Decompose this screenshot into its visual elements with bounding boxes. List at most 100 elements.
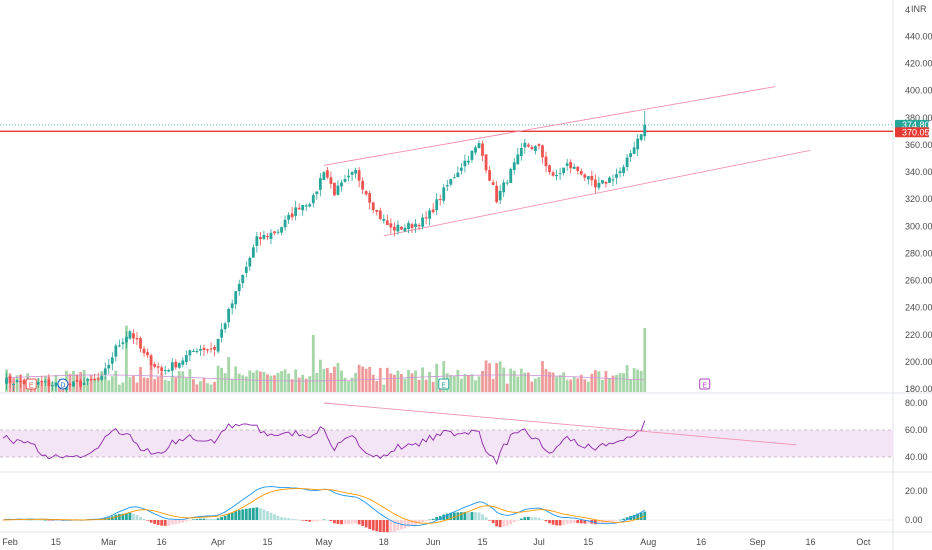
time-tick-label: Jun [426,537,441,547]
volume-bar [484,360,488,392]
earnings-event-icon [699,378,711,390]
volume-bar [146,378,149,392]
candle-body [565,163,569,166]
candle-body [442,187,446,201]
candle-body [273,231,276,234]
candle-body [234,291,238,305]
volume-bar [125,325,128,392]
volume-bar [537,377,541,392]
macd-histogram-bar [555,520,558,526]
candle-body [258,237,262,240]
candle-body [410,224,414,229]
macd-histogram-bar [459,512,463,520]
macd-histogram-bar [255,507,259,520]
volume-bar [132,375,135,392]
candle-body [132,333,135,339]
volume-bar [375,381,379,392]
macd-histogram-bar [636,513,640,520]
earnings-event-icon [25,378,37,390]
price-axis[interactable]: 4 INR 440.00 420.00 400.00 380.00 360.00 340.… [905,4,932,394]
macd-histogram-bar [452,512,456,520]
macd-histogram-bar [22,519,26,521]
volume-bar [470,374,474,392]
volume-bar [428,371,432,392]
macd-histogram-bar [266,511,269,520]
macd-histogram-bar [445,513,449,520]
volume-bar [199,381,202,392]
macd-histogram-bar [632,514,636,520]
volume-bar [297,377,301,392]
volume-bar [618,373,622,392]
volume-bar [516,376,520,392]
candle-body [199,349,202,351]
volume-bar [555,376,558,392]
volume-bar [601,379,604,392]
macd-histogram-bar [572,520,576,524]
macd-histogram-bar [470,512,474,520]
volume-bar [301,374,305,392]
macd-histogram-bar [385,520,389,533]
macd-histogram-bar [407,520,410,527]
macd-histogram-bar [562,520,566,525]
candle-body [301,205,305,211]
macd-histogram-bar [428,519,432,521]
candle-body [93,378,97,380]
macd-histogram-bar [618,519,622,521]
candle-body [523,142,527,148]
candle-body [315,191,319,195]
event-marker-label: E [29,383,34,390]
macd-histogram-bar [375,520,379,532]
macd-histogram-bar [544,520,548,522]
macd-histogram-bar [209,518,213,520]
macd-histogram-bar [121,513,125,520]
volume-bar [315,372,319,392]
macd-histogram-bar [202,518,206,520]
volume-bar [371,374,375,392]
time-tick-label: Mar [101,537,117,547]
volume-bar [139,367,142,392]
macd-histogram-bar [449,512,453,520]
macd-histogram-bar [177,520,181,524]
candle-body [82,382,86,385]
volume-bar [156,376,160,392]
macd-histogram-bar [26,519,30,521]
candle-body [170,362,174,371]
candle-body [36,382,40,385]
macd-histogram-bar [223,515,227,520]
price-tick-label: 320.00 [905,194,932,204]
volume-bar [400,373,403,392]
candle-body [311,195,315,204]
macd-histogram-bar [576,520,580,524]
candle-body [438,199,442,201]
candle-body [534,146,537,151]
time-axis[interactable]: Feb 15 Mar 16 Apr 15 May 18 Jun 15 Jul 15 Aug 16 Sep 16… [2,537,871,547]
macd-indicator [0,486,893,533]
candle-body [593,179,597,188]
candle-body [407,223,410,229]
candle-body [583,174,587,178]
candle-body [248,257,252,267]
volume-bar [241,375,245,392]
volume-bar [509,368,513,392]
volume-bar [128,377,132,392]
macd-histogram-bar [601,520,604,524]
volume-bar [153,379,157,392]
volume-bar [181,371,185,392]
macd-histogram-bar [262,509,266,520]
volume-bar [202,377,206,392]
volume-bar [269,375,273,392]
candle-body [304,205,308,207]
candle-body [463,160,467,167]
candle-body [280,227,283,233]
candle-body [572,166,576,169]
volume-bar [248,370,252,392]
macd-histogram-bar [329,520,333,522]
price-tick-label: 300.00 [905,221,932,231]
macd-histogram-bar [244,508,248,520]
volume-bar [378,367,382,392]
macd-histogram-bar [593,520,597,525]
candle-body [530,147,534,150]
candle-body [347,175,350,178]
